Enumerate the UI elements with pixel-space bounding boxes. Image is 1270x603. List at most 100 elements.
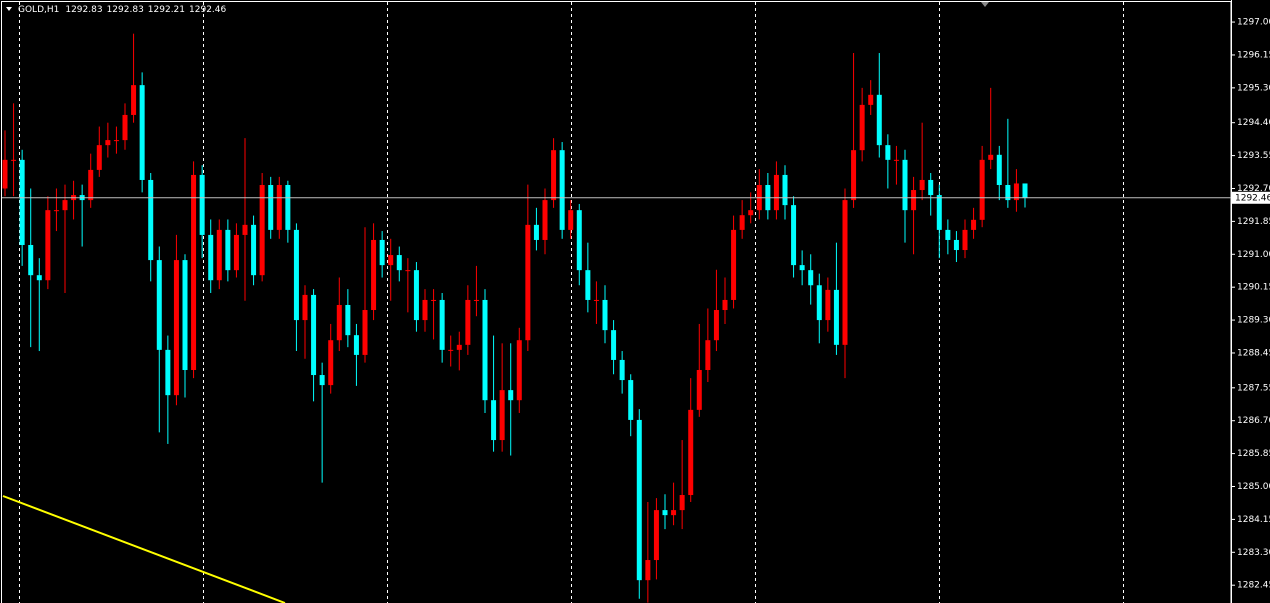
- candle-body: [482, 299, 488, 401]
- candle-body: [422, 299, 428, 321]
- y-tick-label: 1295.30: [1237, 83, 1270, 93]
- trend-line: [2, 495, 286, 603]
- y-tick-label: 1285.85: [1237, 449, 1270, 459]
- candle-body: [371, 239, 377, 311]
- candle-body: [122, 114, 128, 141]
- candle-body: [791, 205, 797, 266]
- candle-body: [96, 145, 102, 170]
- y-tick-label: 1293.55: [1237, 151, 1270, 161]
- candle-body: [671, 510, 677, 516]
- menu-arrow: [6, 7, 12, 11]
- price-label: 1292.46: [1235, 193, 1270, 203]
- candle-body: [36, 275, 42, 281]
- y-tick-label: 1284.15: [1237, 515, 1270, 525]
- candle-body: [525, 224, 531, 341]
- candle-body: [173, 260, 179, 396]
- candle-body: [242, 224, 248, 235]
- open-value: 1292.83: [65, 5, 102, 15]
- candle-body: [971, 219, 977, 230]
- candle-body: [945, 229, 951, 240]
- y-tick-label: 1291.85: [1237, 217, 1270, 227]
- candle-body: [782, 174, 788, 206]
- candle-body: [473, 299, 479, 301]
- candle-body: [259, 185, 265, 276]
- y-tick-label: 1283.30: [1237, 548, 1270, 558]
- candle-body: [679, 495, 685, 511]
- candle-body: [842, 200, 848, 345]
- candle-body: [928, 179, 934, 196]
- candle-body: [165, 349, 171, 396]
- y-tick-label: 1296.15: [1237, 50, 1270, 60]
- candle-body: [328, 340, 334, 386]
- candle-body: [465, 299, 471, 345]
- candle-body: [156, 260, 162, 350]
- candle-body: [62, 200, 68, 211]
- chart-title: GOLD,H1: [18, 5, 59, 15]
- candle-body: [11, 159, 17, 161]
- candle-body: [799, 265, 805, 271]
- candle-body: [139, 85, 145, 180]
- candle-body: [19, 159, 25, 245]
- y-tick-label: 1297.00: [1237, 18, 1270, 28]
- candle-body: [611, 330, 617, 360]
- candle-body: [645, 560, 651, 581]
- candle-body: [739, 215, 745, 230]
- candle-body: [88, 169, 94, 201]
- y-tick-label: 1288.45: [1237, 348, 1270, 358]
- chart-header: GOLD,H1 1292.83 1292.83 1292.21 1292.46: [18, 5, 227, 15]
- candle-body: [816, 285, 822, 321]
- candle-body: [653, 510, 659, 561]
- candle-body: [516, 340, 522, 401]
- candle-body: [396, 255, 402, 271]
- y-tick-label: 1285.00: [1237, 482, 1270, 492]
- candle-body: [113, 140, 119, 142]
- candle-body: [602, 299, 608, 331]
- candle-body: [911, 190, 917, 211]
- candle-body: [45, 210, 51, 281]
- candle-body: [713, 310, 719, 341]
- candle-body: [662, 510, 668, 516]
- candle-body: [953, 239, 959, 251]
- candle-body: [148, 179, 154, 261]
- candle-body: [851, 150, 857, 201]
- candle-body: [902, 159, 908, 211]
- candle-body: [413, 270, 419, 321]
- close-value: 1292.46: [189, 5, 226, 15]
- candle-body: [619, 359, 625, 381]
- candle-body: [542, 200, 548, 240]
- candle-body: [919, 179, 925, 191]
- candle-body: [499, 390, 505, 441]
- candle-body: [293, 229, 299, 321]
- candle-body: [491, 400, 497, 441]
- candle-body: [1013, 183, 1019, 201]
- candle-body: [722, 299, 728, 311]
- candle-body: [362, 310, 368, 355]
- y-tick-label: 1287.55: [1237, 383, 1270, 393]
- candle-body: [876, 94, 882, 146]
- candle-body: [748, 210, 754, 216]
- candle-body: [302, 294, 308, 321]
- candle-body: [705, 340, 711, 371]
- candle-body: [131, 85, 137, 115]
- candle-body: [688, 409, 694, 496]
- candle-body: [773, 174, 779, 211]
- candle-body: [585, 270, 591, 300]
- candle-body: [868, 94, 874, 105]
- candle-body: [105, 140, 111, 146]
- candle-body: [825, 289, 831, 321]
- candle-body: [988, 154, 994, 160]
- candle-body: [405, 270, 411, 272]
- candle-body: [456, 344, 462, 350]
- y-tick-label: 1294.40: [1237, 118, 1270, 128]
- candle-body: [628, 380, 634, 420]
- candle-body: [893, 159, 899, 161]
- candle-body: [345, 304, 351, 336]
- candle-body: [182, 260, 188, 371]
- candle-body: [936, 195, 942, 230]
- candle-body: [268, 185, 274, 230]
- candle-body: [696, 370, 702, 410]
- candle-body: [285, 185, 291, 230]
- candle-body: [191, 174, 197, 371]
- y-tick-label: 1292.70: [1237, 184, 1270, 194]
